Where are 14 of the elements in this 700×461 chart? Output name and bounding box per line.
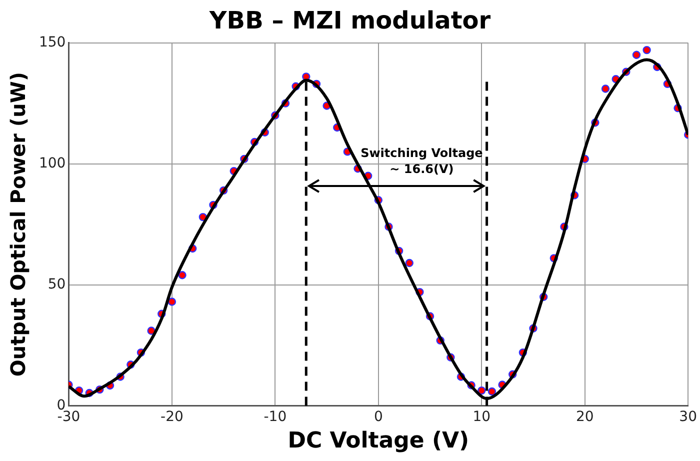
y-tick-label: 100 <box>38 155 66 172</box>
annotation: Switching Voltage <box>360 146 483 160</box>
annotation: ~ 16.6(V) <box>390 162 454 176</box>
x-tick-label: 0 <box>374 408 383 425</box>
x-axis-title: DC Voltage (V) <box>288 428 470 454</box>
x-tick-label: 30 <box>679 408 698 425</box>
y-tick-label: 150 <box>38 34 66 50</box>
x-tick-label: 10 <box>472 408 491 425</box>
chart-title: YBB – MZI modulator <box>208 6 491 35</box>
y-axis-title: Output Optical Power (uW) <box>6 72 30 377</box>
x-tick-label: -10 <box>264 408 287 425</box>
x-tick-label: 20 <box>576 408 594 425</box>
y-tick-label: 50 <box>48 276 66 292</box>
x-tick-label: -20 <box>160 408 184 425</box>
